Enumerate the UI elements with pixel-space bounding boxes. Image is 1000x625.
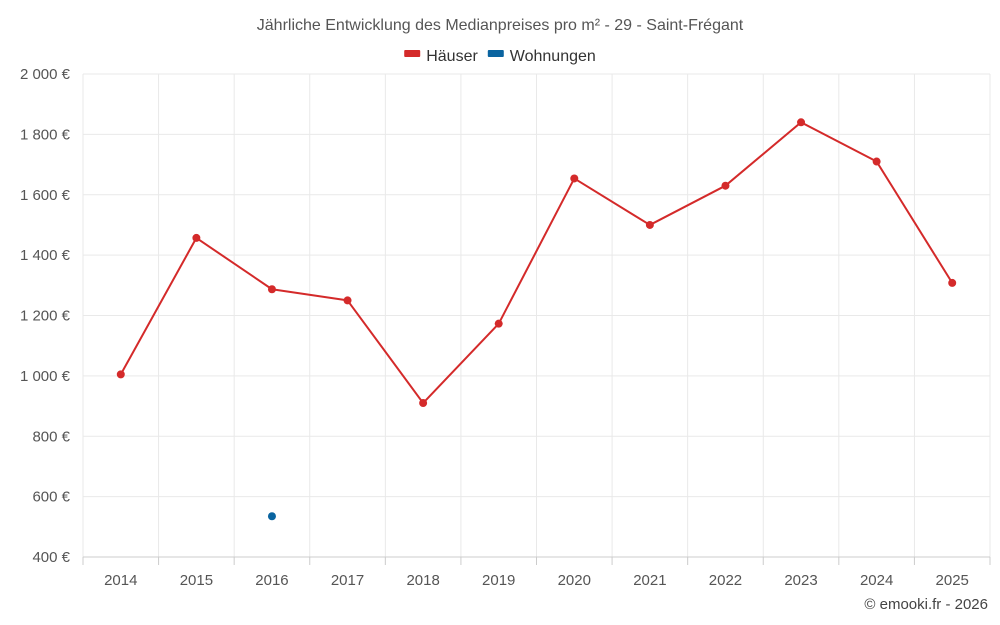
legend-item[interactable]: Wohnungen	[487, 48, 596, 65]
series-layer	[116, 118, 957, 521]
x-tick-label: 2023	[784, 572, 817, 589]
y-tick-label: 2 000 €	[20, 66, 71, 83]
x-tick-label: 2016	[255, 572, 288, 589]
data-point[interactable]	[570, 174, 579, 183]
data-point[interactable]	[343, 296, 352, 305]
data-point[interactable]	[797, 118, 806, 127]
grid	[82, 73, 991, 558]
y-axis: 400 € 600 € 800 € 1 000 € 1 200 € 1 400 € 1 60…	[20, 66, 71, 566]
x-tick-label: 2024	[860, 572, 893, 589]
credit-text: © emooki.fr - 2026	[864, 596, 988, 613]
x-tick-label: 2018	[406, 572, 439, 589]
legend-swatch	[487, 50, 504, 57]
y-tick-label: 1 000 €	[20, 368, 71, 385]
y-tick-label: 1 400 €	[20, 247, 71, 264]
x-tick-label: 2017	[331, 572, 364, 589]
legend-label: Häuser	[426, 48, 478, 65]
series-line	[119, 121, 954, 405]
y-tick-label: 800 €	[32, 428, 70, 445]
data-point[interactable]	[192, 233, 201, 242]
data-point[interactable]	[267, 512, 276, 521]
x-tick-label: 2021	[633, 572, 666, 589]
data-point[interactable]	[872, 157, 881, 166]
data-point[interactable]	[419, 399, 428, 408]
x-tick-label: 2014	[104, 572, 137, 589]
data-point[interactable]	[494, 319, 503, 328]
y-tick-label: 400 €	[32, 549, 70, 566]
x-tick-label: 2020	[558, 572, 591, 589]
series-haeuser	[116, 118, 957, 408]
y-tick-label: 1 600 €	[20, 187, 71, 204]
legend-item[interactable]: Häuser	[404, 48, 478, 65]
y-tick-label: 600 €	[32, 489, 70, 506]
legend-swatch	[404, 50, 421, 57]
y-tick-label: 1 800 €	[20, 126, 71, 143]
data-point[interactable]	[948, 278, 957, 287]
legend[interactable]: Häuser Wohnungen	[404, 48, 596, 65]
data-point[interactable]	[721, 181, 730, 190]
legend-label: Wohnungen	[510, 48, 596, 65]
x-axis: 2014 2015 2016 2017 2018 2019 2020 2021 2022 2023…	[82, 556, 991, 589]
x-tick-label: 2019	[482, 572, 515, 589]
data-point[interactable]	[267, 285, 276, 294]
x-tick-label: 2025	[936, 572, 969, 589]
series-wohnungen	[267, 512, 276, 521]
chart-title: Jährliche Entwicklung des Medianpreises …	[257, 17, 744, 34]
y-tick-label: 1 200 €	[20, 308, 71, 325]
data-point[interactable]	[645, 220, 654, 229]
data-point[interactable]	[116, 370, 125, 379]
x-tick-label: 2015	[180, 572, 213, 589]
x-tick-label: 2022	[709, 572, 742, 589]
